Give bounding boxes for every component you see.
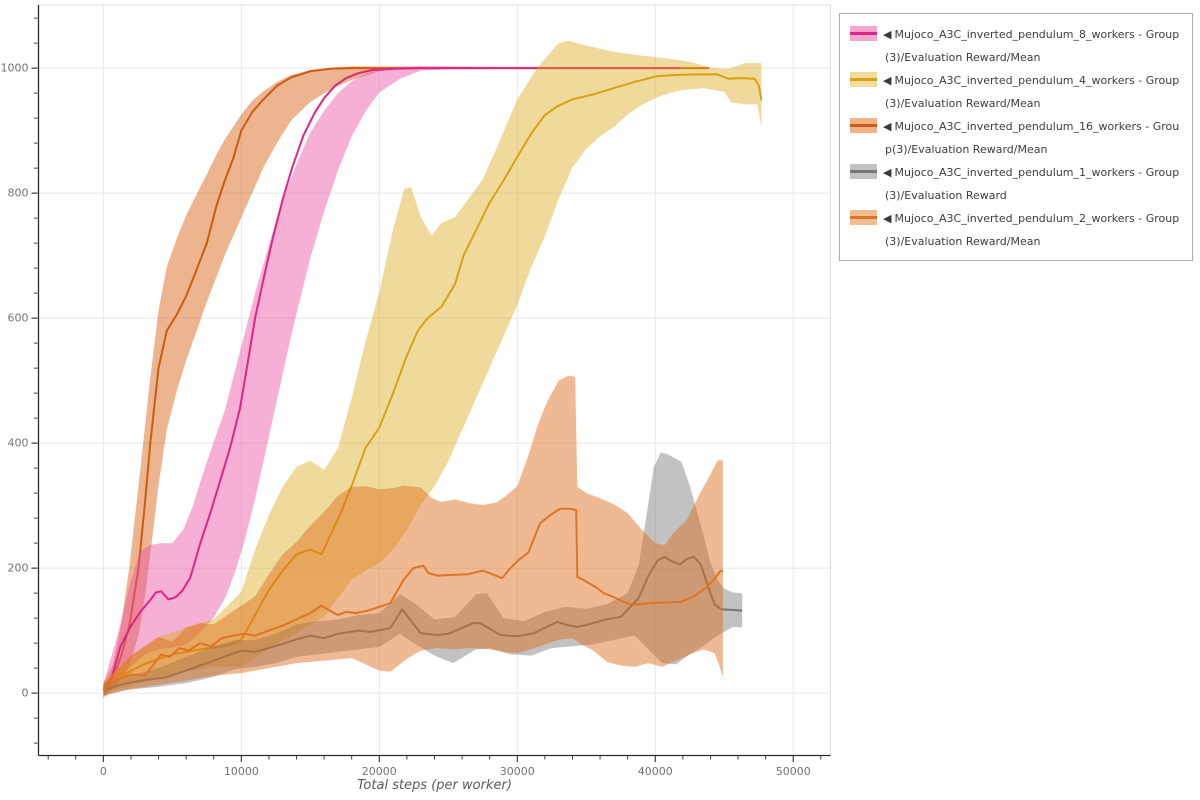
series-8_workers-line: [102, 67, 681, 691]
legend-label: Mujoco_A3C_inverted_pendulum_4_workers -…: [885, 74, 1180, 110]
legend-item-4_workers: ◀ Mujoco_A3C_inverted_pendulum_4_workers …: [850, 69, 1182, 115]
y-tick-label: 200: [8, 562, 29, 575]
series-4_workers-line: [102, 73, 763, 689]
legend-swatch-1_workers: [850, 164, 877, 179]
legend-swatch-line: [850, 170, 877, 173]
legend-swatch-line: [850, 124, 877, 127]
legend-label: Mujoco_A3C_inverted_pendulum_1_workers -…: [885, 166, 1180, 202]
legend-item-2_workers: ◀ Mujoco_A3C_inverted_pendulum_2_workers …: [850, 207, 1182, 253]
series-group: [102, 40, 763, 699]
series-2_workers-line: [102, 507, 724, 691]
x-axis-label: Total steps (per worker): [357, 778, 512, 793]
series-1_workers-band: [103, 452, 743, 695]
legend-swatch-line: [850, 216, 877, 219]
legend: ◀ Mujoco_A3C_inverted_pendulum_8_workers …: [839, 13, 1193, 261]
ticks: 0 10000 20000 30000 40000 50000 0 200 400 600 800 1…: [1, 17, 822, 778]
series-1_workers-line: [103, 555, 743, 691]
legend-item-8_workers: ◀ Mujoco_A3C_inverted_pendulum_8_workers …: [850, 23, 1182, 69]
left-triangle-icon: ◀: [883, 166, 892, 179]
series-8_workers-band: [103, 66, 681, 695]
legend-swatch-4_workers: [850, 72, 877, 87]
left-triangle-icon: ◀: [883, 28, 892, 41]
x-tick-label: 0: [100, 765, 107, 778]
left-triangle-icon: ◀: [883, 74, 892, 87]
x-tick-label: 40000: [638, 765, 673, 778]
axes: [37, 5, 831, 757]
left-triangle-icon: ◀: [883, 212, 892, 225]
series-2_workers-band: [103, 375, 723, 697]
legend-label: Mujoco_A3C_inverted_pendulum_2_workers -…: [885, 212, 1180, 248]
x-tick-label: 50000: [776, 765, 811, 778]
y-tick-label: 400: [8, 437, 29, 450]
y-tick-label: 600: [8, 312, 29, 325]
legend-swatch-line: [850, 78, 877, 81]
legend-item-16_workers: ◀ Mujoco_A3C_inverted_pendulum_16_workers…: [850, 115, 1182, 161]
series-4_workers-band: [103, 40, 762, 694]
y-tick-label: 0: [22, 687, 29, 700]
x-tick-label: 30000: [500, 765, 535, 778]
legend-item-1_workers: ◀ Mujoco_A3C_inverted_pendulum_1_workers …: [850, 161, 1182, 207]
legend-label: Mujoco_A3C_inverted_pendulum_16_workers …: [885, 120, 1180, 156]
series-16_workers-line: [102, 67, 710, 691]
legend-swatch-line: [850, 32, 877, 35]
x-tick-label: 20000: [362, 765, 397, 778]
legend-swatch-16_workers: [850, 118, 877, 133]
x-tick-label: 10000: [224, 765, 259, 778]
y-tick-label: 800: [8, 187, 29, 200]
legend-label: Mujoco_A3C_inverted_pendulum_8_workers -…: [885, 28, 1180, 64]
left-triangle-icon: ◀: [883, 120, 892, 133]
y-tick-label: 1000: [1, 62, 29, 75]
legend-swatch-2_workers: [850, 210, 877, 225]
legend-swatch-8_workers: [850, 26, 877, 41]
